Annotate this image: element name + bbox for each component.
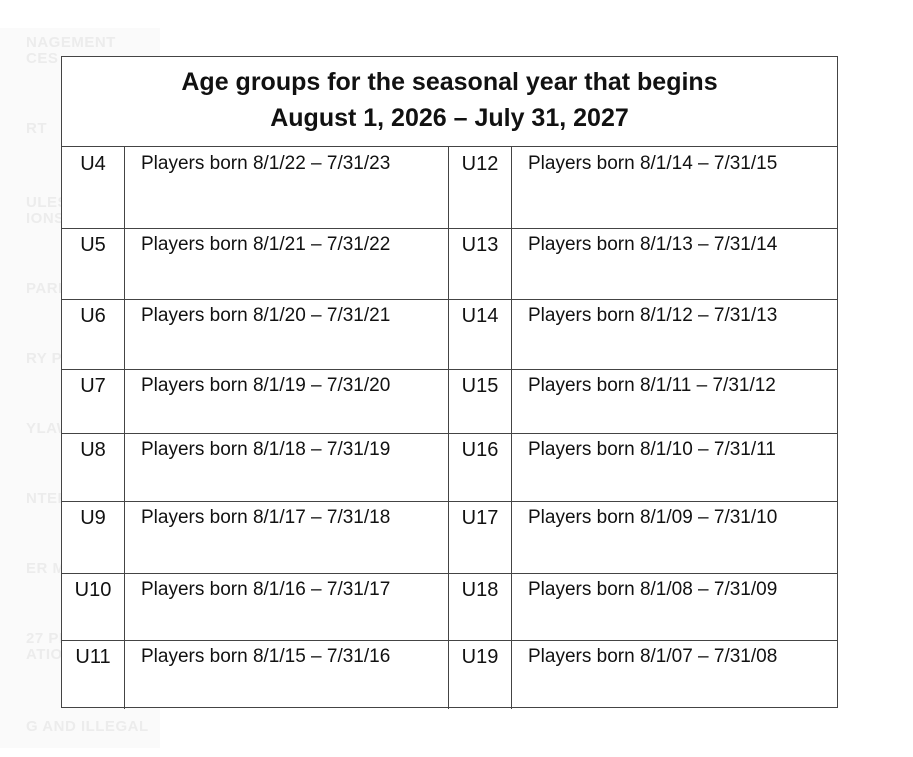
birth-range-cell: Players born 8/1/16 – 7/31/17 bbox=[125, 573, 449, 640]
age-group-cell: U13 bbox=[449, 228, 512, 299]
birth-range-cell: Players born 8/1/15 – 7/31/16 bbox=[125, 640, 449, 709]
table-row: U11 Players born 8/1/15 – 7/31/16 U19 Playe… bbox=[62, 640, 837, 709]
title-line-1: Age groups for the seasonal year that be… bbox=[181, 68, 718, 96]
age-group-cell: U15 bbox=[449, 369, 512, 433]
age-group-cell: U16 bbox=[449, 433, 512, 501]
ghost-text: ULES, bbox=[26, 194, 73, 211]
birth-range-cell: Players born 8/1/20 – 7/31/21 bbox=[125, 299, 449, 369]
table-row: U6 Players born 8/1/20 – 7/31/21 U14 Player… bbox=[62, 299, 837, 370]
age-group-cell: U12 bbox=[449, 147, 512, 228]
birth-range-cell: Players born 8/1/14 – 7/31/15 bbox=[528, 153, 778, 174]
table-row: U9 Players born 8/1/17 – 7/31/18 U17 Player… bbox=[62, 501, 837, 574]
birth-range-cell: Players born 8/1/18 – 7/31/19 bbox=[125, 433, 449, 501]
age-group-cell: U11 bbox=[62, 640, 125, 709]
ghost-text: CES bbox=[26, 50, 59, 67]
birth-range-cell: Players born 8/1/13 – 7/31/14 bbox=[528, 234, 778, 255]
ghost-text: NAGEMENT bbox=[26, 34, 116, 51]
table-row: U10 Players born 8/1/16 – 7/31/17 U18 Playe… bbox=[62, 573, 837, 641]
birth-range-cell: Players born 8/1/12 – 7/31/13 bbox=[528, 305, 778, 326]
table-row: U4 Players born 8/1/22 – 7/31/23 U12 Player… bbox=[62, 147, 837, 229]
birth-range-cell: Players born 8/1/09 – 7/31/10 bbox=[528, 507, 778, 528]
age-group-cell: U19 bbox=[449, 640, 512, 709]
birth-range-cell: Players born 8/1/10 – 7/31/11 bbox=[528, 439, 776, 460]
age-group-cell: U8 bbox=[62, 433, 125, 501]
table-row: U5 Players born 8/1/21 – 7/31/22 U13 Player… bbox=[62, 228, 837, 300]
age-group-cell: U18 bbox=[449, 573, 512, 640]
table-row: U7 Players born 8/1/19 – 7/31/20 U15 Player… bbox=[62, 369, 837, 434]
age-group-cell: U9 bbox=[62, 501, 125, 573]
age-group-cell: U7 bbox=[62, 369, 125, 433]
birth-range-cell: Players born 8/1/21 – 7/31/22 bbox=[125, 228, 449, 299]
table-title: Age groups for the seasonal year that be… bbox=[62, 57, 837, 147]
ghost-text: NTER bbox=[26, 490, 69, 507]
age-group-cell: U14 bbox=[449, 299, 512, 369]
birth-range-cell: Players born 8/1/22 – 7/31/23 bbox=[125, 147, 449, 228]
birth-range-cell: Players born 8/1/07 – 7/31/08 bbox=[528, 646, 778, 667]
birth-range-cell: Players born 8/1/08 – 7/31/09 bbox=[528, 579, 778, 600]
age-group-cell: U5 bbox=[62, 228, 125, 299]
age-group-cell: U4 bbox=[62, 147, 125, 228]
ghost-text: RT bbox=[26, 120, 47, 137]
age-group-cell: U10 bbox=[62, 573, 125, 640]
age-group-cell: U6 bbox=[62, 299, 125, 369]
table-row: U8 Players born 8/1/18 – 7/31/19 U16 Player… bbox=[62, 433, 837, 502]
birth-range-cell: Players born 8/1/17 – 7/31/18 bbox=[125, 501, 449, 573]
age-group-cell: U17 bbox=[449, 501, 512, 573]
birth-range-cell: Players born 8/1/19 – 7/31/20 bbox=[125, 369, 449, 433]
age-groups-table: Age groups for the seasonal year that be… bbox=[61, 56, 838, 709]
ghost-text: G AND ILLEGAL bbox=[26, 718, 149, 735]
title-line-2: August 1, 2026 – July 31, 2027 bbox=[270, 104, 629, 132]
birth-range-cell: Players born 8/1/11 – 7/31/12 bbox=[528, 375, 776, 396]
